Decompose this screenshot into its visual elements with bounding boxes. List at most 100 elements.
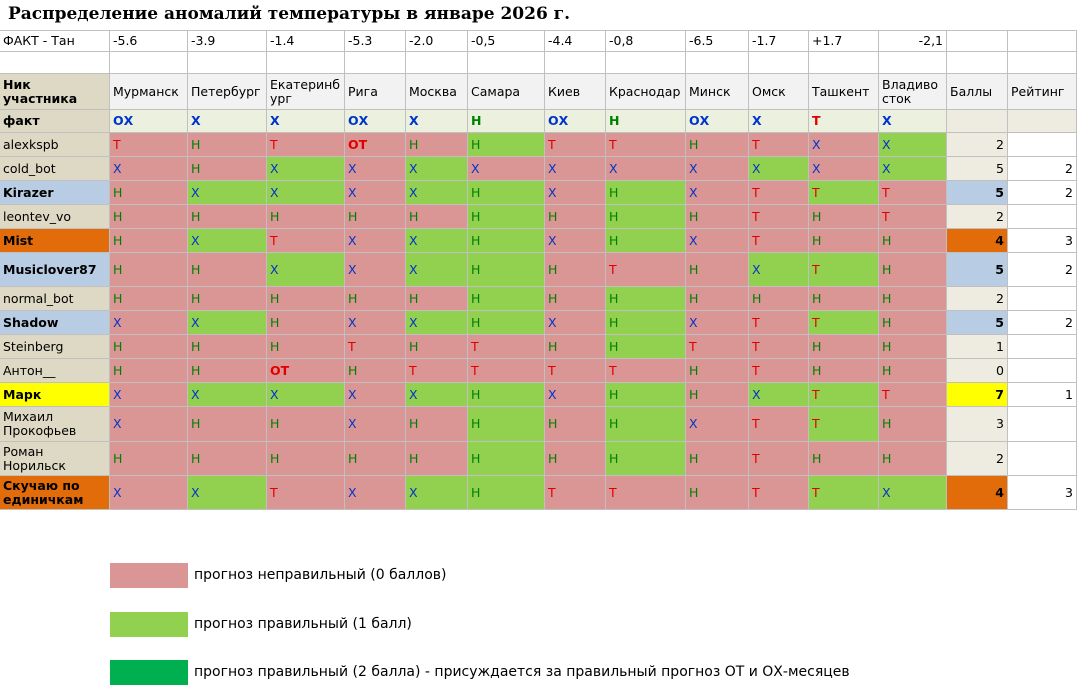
empty-cell [1008,335,1077,359]
rating: 2 [1008,157,1077,181]
prediction: Х [545,157,606,181]
prediction: Х [345,229,406,253]
fact-value: Н [468,110,545,133]
fact-label: факт [0,110,110,133]
prediction: Т [545,133,606,157]
fact-value: Х [267,110,345,133]
prediction: Н [188,359,267,383]
empty-cell [468,52,545,74]
participant-name: Михаил Прокофьев [0,407,110,442]
prediction: Н [606,335,686,359]
fact-tan-label: ФАКТ - Тан [0,30,110,52]
prediction: Т [749,229,809,253]
score: 1 [947,335,1008,359]
header-city: Киев [545,74,606,110]
prediction: Н [809,287,879,311]
title: Распределение аномалий температуры в янв… [8,4,571,24]
empty-cell [406,52,468,74]
prediction: Т [606,359,686,383]
prediction: Т [879,181,947,205]
prediction: Н [686,205,749,229]
prediction: Н [267,205,345,229]
score: 4 [947,229,1008,253]
score: 4 [947,476,1008,510]
empty-cell [1008,110,1077,133]
fact-tan-value: -5.6 [110,30,188,52]
header-city: Минск [686,74,749,110]
prediction: Н [809,205,879,229]
prediction: Н [188,407,267,442]
prediction: Х [545,383,606,407]
prediction: Н [879,311,947,335]
prediction: Т [267,476,345,510]
header-city: Мурманск [110,74,188,110]
prediction: Н [406,287,468,311]
score: 5 [947,311,1008,335]
prediction: Х [345,253,406,287]
empty-cell [1008,30,1077,52]
fact-tan-value: -1.4 [267,30,345,52]
prediction: Х [749,383,809,407]
fact-tan-value: -2,1 [879,30,947,52]
header-name: Ник участника [0,74,110,110]
prediction: Н [879,287,947,311]
fact-value: Х [879,110,947,133]
prediction: Т [749,133,809,157]
prediction: Н [879,253,947,287]
score: 2 [947,133,1008,157]
prediction: Х [879,133,947,157]
prediction: Н [809,335,879,359]
participant-name: Марк [0,383,110,407]
prediction: Х [110,383,188,407]
prediction: Н [468,442,545,476]
fact-value: Н [606,110,686,133]
header-city: Самара [468,74,545,110]
prediction: Н [686,133,749,157]
prediction: Н [468,253,545,287]
prediction: Н [406,407,468,442]
prediction: Н [188,442,267,476]
prediction: Н [267,407,345,442]
prediction: Т [879,205,947,229]
fact-value: Х [749,110,809,133]
prediction: Н [545,407,606,442]
prediction: Х [188,229,267,253]
legend-text: прогноз правильный (2 балла) - присуждае… [194,664,850,680]
prediction: Т [879,383,947,407]
prediction: Т [606,133,686,157]
prediction: Х [345,157,406,181]
prediction: Х [545,311,606,335]
prediction: Н [468,407,545,442]
prediction: Н [345,205,406,229]
prediction: Н [345,287,406,311]
prediction: Н [188,205,267,229]
empty-cell [267,52,345,74]
legend-swatch [110,660,188,685]
prediction: Н [188,287,267,311]
empty-cell [809,52,879,74]
header-rating: Рейтинг [1008,74,1077,110]
prediction: Н [686,383,749,407]
prediction: Т [345,335,406,359]
prediction: Н [686,476,749,510]
empty-cell [1008,442,1077,476]
prediction: Х [686,157,749,181]
legend-text: прогноз неправильный (0 баллов) [194,567,447,583]
fact-value: ОХ [110,110,188,133]
prediction: Н [809,442,879,476]
fact-tan-value: +1.7 [809,30,879,52]
score: 5 [947,181,1008,205]
participant-name: Shadow [0,311,110,335]
fact-tan-value: -6.5 [686,30,749,52]
fact-value: ОХ [345,110,406,133]
prediction: Х [345,407,406,442]
prediction: Х [406,383,468,407]
prediction: Н [110,253,188,287]
rating: 3 [1008,229,1077,253]
header-city: Москва [406,74,468,110]
prediction: ОТ [267,359,345,383]
prediction: Т [406,359,468,383]
empty-cell [947,30,1008,52]
prediction: Н [606,229,686,253]
prediction: Х [879,476,947,510]
